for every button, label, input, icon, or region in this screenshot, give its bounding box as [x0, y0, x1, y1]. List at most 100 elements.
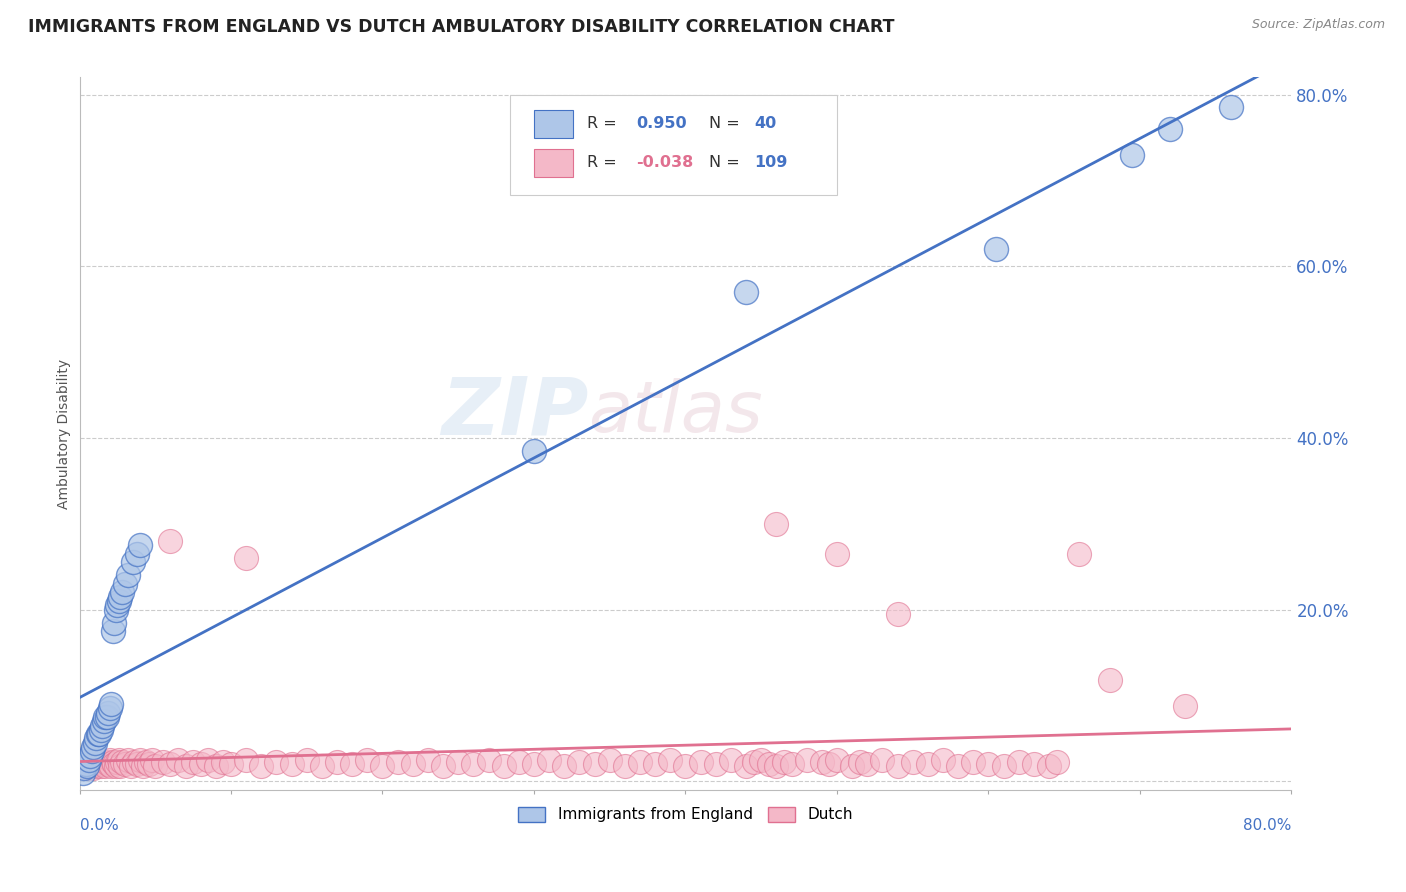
Point	[848, 756, 870, 770]
Point	[98, 701, 121, 715]
Point	[735, 285, 758, 299]
Point	[387, 756, 409, 770]
Point	[89, 727, 111, 741]
Point	[135, 756, 157, 770]
Point	[962, 756, 984, 770]
Text: N =: N =	[709, 155, 744, 170]
Point	[644, 757, 666, 772]
Point	[98, 753, 121, 767]
Point	[108, 594, 131, 608]
Point	[108, 753, 131, 767]
Point	[82, 739, 104, 754]
Point	[197, 753, 219, 767]
Point	[101, 624, 124, 639]
Point	[1022, 757, 1045, 772]
Point	[235, 753, 257, 767]
Point	[523, 757, 546, 772]
Point	[818, 757, 841, 772]
Point	[105, 599, 128, 613]
Point	[129, 753, 152, 767]
Point	[402, 757, 425, 772]
Point	[977, 757, 1000, 772]
Point	[111, 756, 134, 770]
Point	[235, 551, 257, 566]
Point	[758, 757, 780, 772]
Point	[167, 753, 190, 767]
Point	[86, 727, 108, 741]
Point	[872, 753, 894, 767]
Point	[72, 765, 94, 780]
Point	[295, 753, 318, 767]
Point	[1098, 673, 1121, 687]
Point	[205, 759, 228, 773]
Point	[76, 762, 98, 776]
Point	[190, 757, 212, 772]
Point	[416, 753, 439, 767]
Point	[83, 736, 105, 750]
Point	[704, 757, 727, 772]
Point	[219, 757, 242, 772]
Point	[735, 759, 758, 773]
Point	[104, 602, 127, 616]
FancyBboxPatch shape	[510, 95, 837, 195]
Point	[311, 759, 333, 773]
Point	[89, 757, 111, 772]
Point	[103, 615, 125, 630]
Legend: Immigrants from England, Dutch: Immigrants from England, Dutch	[512, 801, 859, 829]
Point	[492, 759, 515, 773]
Point	[250, 759, 273, 773]
Point	[80, 744, 103, 758]
Point	[1008, 756, 1031, 770]
Point	[538, 753, 561, 767]
Point	[523, 443, 546, 458]
Point	[93, 757, 115, 772]
Point	[100, 697, 122, 711]
Point	[84, 759, 107, 773]
Point	[280, 757, 302, 772]
Point	[599, 753, 621, 767]
Point	[114, 577, 136, 591]
Point	[75, 756, 97, 770]
Point	[100, 759, 122, 773]
Point	[811, 756, 834, 770]
Point	[628, 756, 651, 770]
Point	[152, 756, 174, 770]
Point	[796, 753, 818, 767]
Point	[1219, 100, 1241, 114]
Point	[266, 756, 288, 770]
Point	[477, 753, 499, 767]
Text: 0.0%: 0.0%	[80, 819, 118, 833]
Point	[84, 731, 107, 746]
Point	[946, 759, 969, 773]
Point	[463, 757, 485, 772]
Point	[825, 753, 848, 767]
Point	[96, 710, 118, 724]
Point	[901, 756, 924, 770]
Point	[105, 756, 128, 770]
Point	[110, 590, 132, 604]
Point	[212, 756, 235, 770]
Point	[356, 753, 378, 767]
Point	[181, 756, 204, 770]
Point	[125, 757, 148, 772]
Point	[120, 759, 142, 773]
Text: Source: ZipAtlas.com: Source: ZipAtlas.com	[1251, 18, 1385, 31]
Point	[675, 759, 697, 773]
Point	[568, 756, 591, 770]
Point	[841, 759, 863, 773]
Bar	[534, 110, 572, 138]
Point	[72, 757, 94, 772]
Point	[79, 759, 101, 773]
Point	[90, 723, 112, 737]
Point	[76, 759, 98, 773]
Text: N =: N =	[709, 116, 744, 131]
Point	[75, 757, 97, 772]
Point	[110, 759, 132, 773]
Point	[122, 756, 145, 770]
Text: ZIP: ZIP	[441, 374, 589, 451]
Point	[780, 757, 803, 772]
Point	[1038, 759, 1060, 773]
Point	[117, 568, 139, 582]
Point	[659, 753, 682, 767]
Point	[340, 757, 363, 772]
